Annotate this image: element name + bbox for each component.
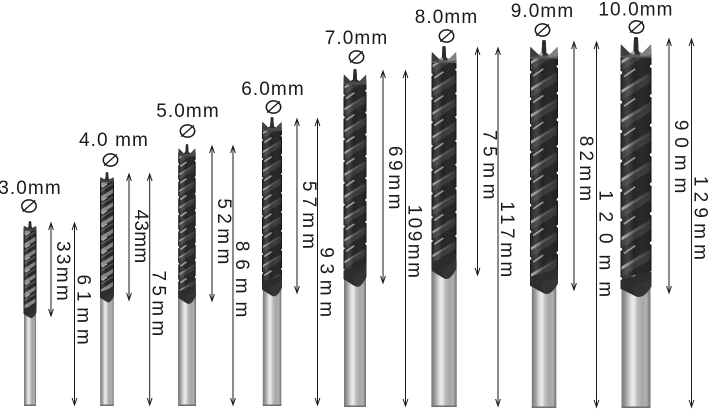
svg-text:117mm: 117mm <box>496 201 517 280</box>
svg-text:75mm: 75mm <box>479 130 500 205</box>
svg-text:61mm: 61mm <box>73 275 94 351</box>
svg-text:69mm: 69mm <box>384 146 405 213</box>
svg-text:43mm: 43mm <box>130 210 151 264</box>
svg-text:57mm: 57mm <box>298 181 319 254</box>
svg-text:4.0 mm: 4.0 mm <box>79 130 149 151</box>
svg-text:8.0mm: 8.0mm <box>415 7 479 28</box>
svg-text:52mm: 52mm <box>213 198 234 268</box>
svg-text:109mm: 109mm <box>404 205 425 281</box>
svg-text:6.0mm: 6.0mm <box>241 79 305 100</box>
svg-text:9.0mm: 9.0mm <box>511 1 575 22</box>
svg-text:93mm: 93mm <box>316 247 337 323</box>
svg-text:7.0mm: 7.0mm <box>325 28 389 49</box>
svg-text:33mm: 33mm <box>52 241 73 303</box>
svg-text:86mm: 86mm <box>231 241 252 325</box>
svg-text:129mm: 129mm <box>690 176 710 265</box>
svg-text:3.0mm: 3.0mm <box>0 178 62 199</box>
svg-text:82mm: 82mm <box>575 136 596 206</box>
svg-text:5.0mm: 5.0mm <box>156 101 220 122</box>
svg-text:75mm: 75mm <box>148 271 169 341</box>
svg-text:10.0mm: 10.0mm <box>598 0 673 21</box>
svg-text:90mm: 90mm <box>670 120 691 200</box>
svg-text:120mm: 120mm <box>595 190 616 308</box>
